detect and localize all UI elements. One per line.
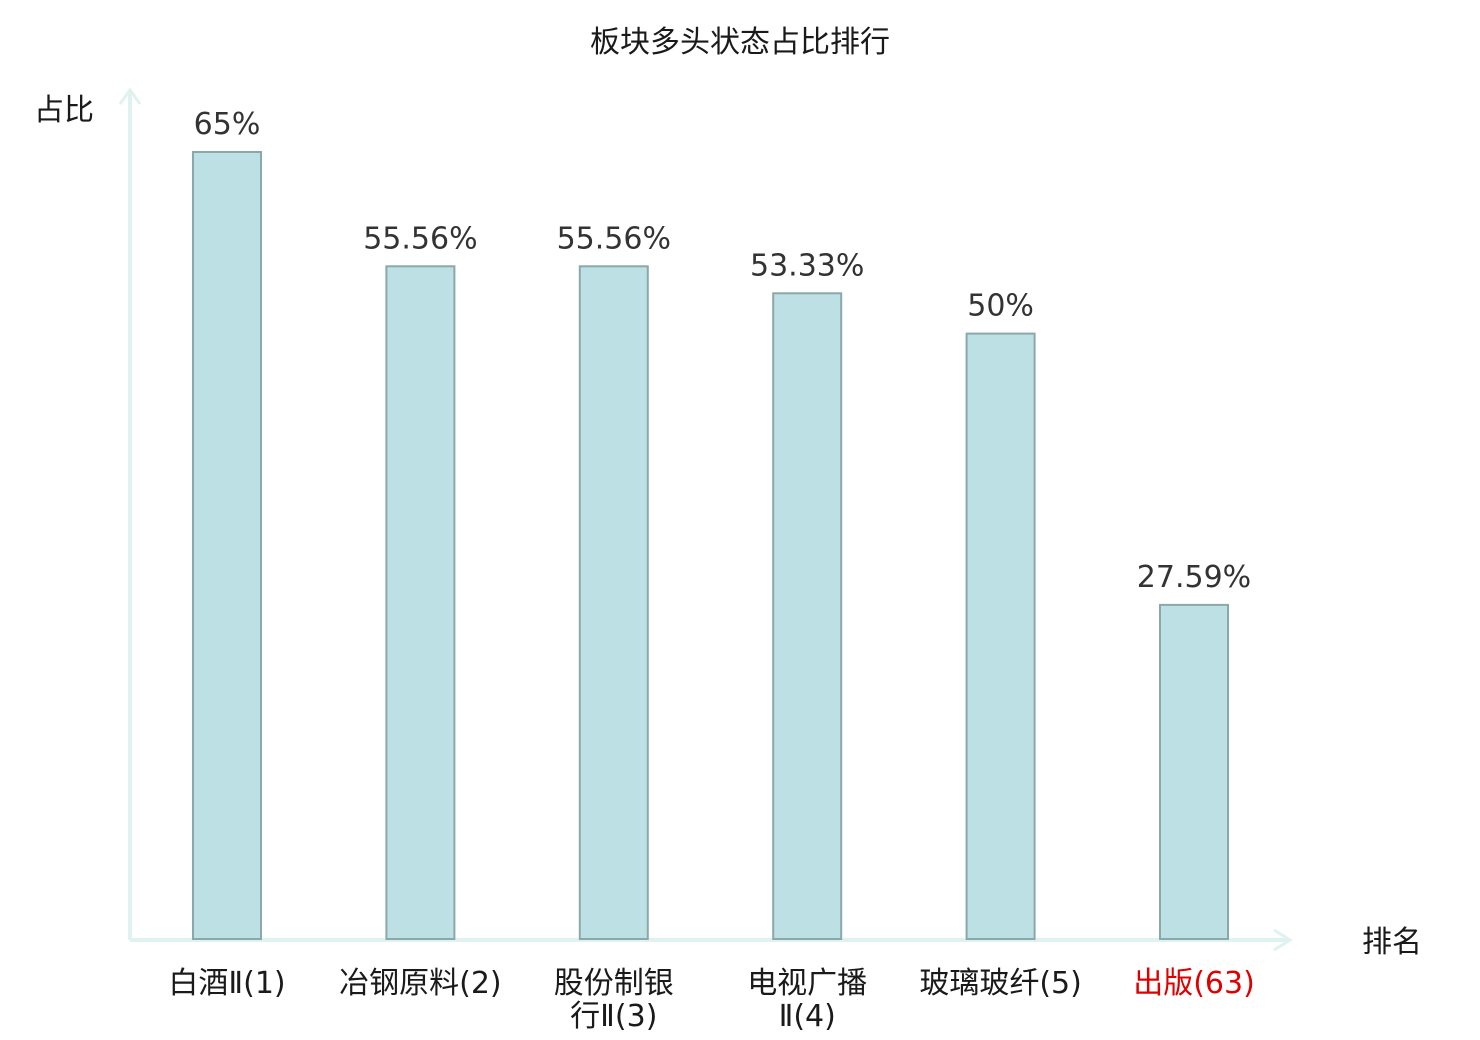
x-axis <box>130 928 1293 952</box>
category-label-line: 行Ⅱ(3) <box>570 999 657 1034</box>
category-label-line: Ⅱ(4) <box>779 999 836 1034</box>
category-label-line: 股份制银 <box>554 966 674 1001</box>
category-label-4: 电视广播 Ⅱ(4) <box>747 966 867 1034</box>
category-label-line: 出版(63) <box>1133 966 1255 1001</box>
value-label-1: 65% <box>194 107 261 142</box>
value-label-2: 55.56% <box>363 221 477 256</box>
value-label-6: 27.59% <box>1137 560 1251 595</box>
bar-5 <box>965 332 1036 941</box>
value-label-5: 50% <box>967 289 1034 324</box>
x-axis-arrow <box>1273 928 1293 952</box>
category-label-line: 电视广播 <box>747 966 867 1001</box>
category-label-line: 白酒Ⅱ(1) <box>168 966 285 1001</box>
bars-group <box>192 151 1229 941</box>
y-axis <box>118 87 142 940</box>
value-labels-group: 65% 55.56% 55.56% 53.33% 50% 27.59% <box>194 107 1252 595</box>
bar-4 <box>772 292 843 940</box>
bar-6 <box>1159 603 1229 941</box>
category-labels-group: 白酒Ⅱ(1) 冶钢原料(2) 股份制银行Ⅱ(3) 电视广播 Ⅱ(4) 玻璃玻纤(5) 出版(… <box>168 966 1254 1034</box>
bar-1 <box>192 151 262 940</box>
category-label-3: 股份制银行Ⅱ(3) <box>554 966 674 1034</box>
y-axis-arrow <box>118 87 142 105</box>
chart-title: 板块多头状态占比排行 <box>590 25 890 60</box>
category-label-6: 出版(63) <box>1133 966 1255 1001</box>
value-label-4: 53.33% <box>750 248 864 283</box>
category-label-2: 冶钢原料(2) <box>339 966 502 1001</box>
x-axis-label: 排名 <box>1362 925 1422 960</box>
category-label-1: 白酒Ⅱ(1) <box>168 966 285 1001</box>
bar-3 <box>578 265 649 940</box>
value-label-3: 55.56% <box>557 221 671 256</box>
y-axis-label: 占比 <box>34 93 94 128</box>
category-label-5: 玻璃玻纤(5) <box>919 966 1082 1001</box>
category-label-line: 冶钢原料(2) <box>339 966 502 1001</box>
category-label-line: 玻璃玻纤(5) <box>919 966 1082 1001</box>
bar-2 <box>385 265 456 940</box>
